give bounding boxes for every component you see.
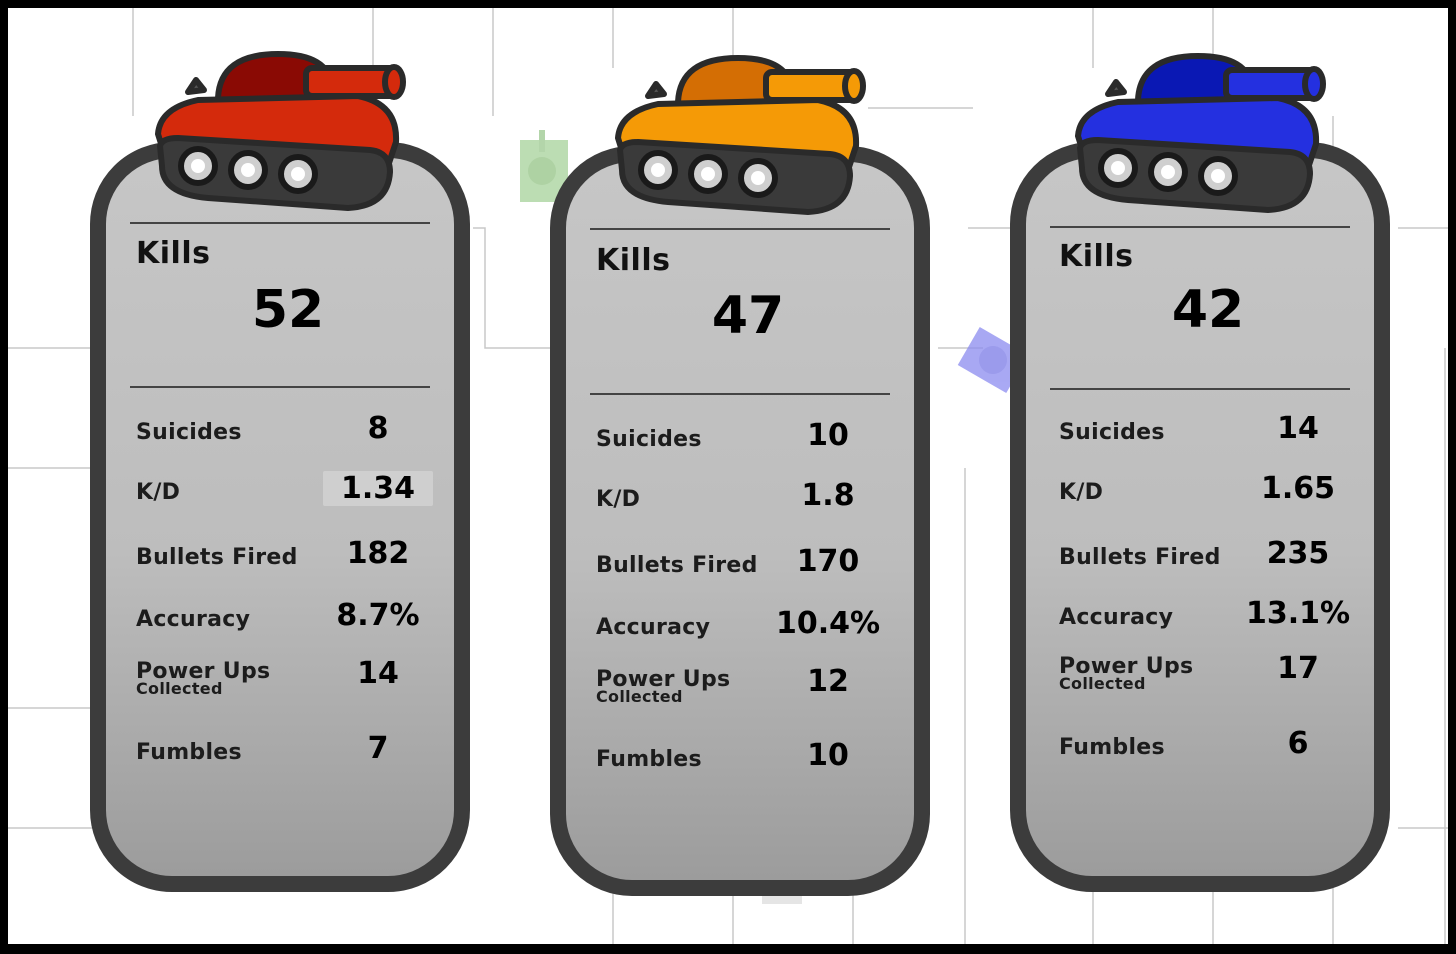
stat-label-text-accuracy-blue: Accuracy	[1059, 605, 1174, 630]
stat-value-suicides-orange: 10	[807, 418, 849, 453]
stat-label-kd-blue: K/D	[1059, 480, 1104, 505]
stat-label-text-bullets-fired-red: Bullets Fired	[136, 545, 298, 570]
stat-label-text-kd-red: K/D	[136, 480, 181, 505]
stat-label-power-ups-blue: Power Ups Collected	[1059, 654, 1194, 693]
tank-orange-graphic	[615, 55, 866, 215]
stat-value-fumbles-orange: 10	[807, 738, 849, 773]
stat-sublabel-power-ups-blue: Collected	[1059, 674, 1146, 693]
stat-value-fumbles-red: 7	[367, 731, 389, 766]
stat-value-power-ups-blue: 17	[1277, 651, 1319, 686]
divider-top-red	[130, 222, 430, 224]
stat-value-bullets-fired-blue: 235	[1266, 536, 1330, 571]
stat-value-power-ups-orange: 12	[807, 664, 849, 699]
stat-label-text-fumbles-blue: Fumbles	[1059, 735, 1165, 760]
tank-red-graphic	[155, 51, 406, 211]
stat-label-suicides-orange: Suicides	[596, 427, 702, 452]
stat-value-kd-orange: 1.8	[801, 478, 855, 513]
stat-value-kd-blue: 1.65	[1260, 471, 1336, 506]
stat-value-bullets-fired-orange: 170	[796, 544, 860, 579]
tank-orange-icon	[608, 50, 878, 234]
stat-value-suicides-red: 8	[367, 411, 389, 446]
stat-label-bullets-fired-blue: Bullets Fired	[1059, 545, 1221, 570]
stat-label-bullets-fired-red: Bullets Fired	[136, 545, 298, 570]
kills-value-blue: 42	[1171, 280, 1245, 340]
divider-top-orange	[590, 228, 890, 230]
kills-value-orange: 47	[711, 286, 785, 346]
divider-bottom-red	[130, 386, 430, 388]
divider-bottom-orange	[590, 393, 890, 395]
stat-label-kd-orange: K/D	[596, 487, 641, 512]
tank-red-icon	[148, 46, 418, 230]
kills-label-blue: Kills	[1059, 239, 1134, 274]
stat-label-text-suicides-red: Suicides	[136, 420, 242, 445]
stat-label-suicides-blue: Suicides	[1059, 420, 1165, 445]
stat-sublabel-power-ups-orange: Collected	[596, 687, 683, 706]
stat-label-text-power-ups-orange: Power Ups	[596, 667, 731, 692]
stat-value-kd-red: 1.34	[323, 471, 433, 506]
tank-blue-graphic	[1075, 53, 1326, 213]
stat-label-text-fumbles-red: Fumbles	[136, 740, 242, 765]
kills-value-red: 52	[251, 280, 325, 340]
divider-bottom-blue	[1050, 388, 1350, 390]
stat-label-kd-red: K/D	[136, 480, 181, 505]
stat-label-text-accuracy-orange: Accuracy	[596, 615, 711, 640]
stat-label-accuracy-blue: Accuracy	[1059, 605, 1174, 630]
stat-label-text-kd-orange: K/D	[596, 487, 641, 512]
stat-label-accuracy-orange: Accuracy	[596, 615, 711, 640]
stat-value-fumbles-blue: 6	[1287, 726, 1309, 761]
divider-top-blue	[1050, 226, 1350, 228]
player-card-orange	[550, 146, 930, 896]
stat-value-suicides-blue: 14	[1277, 411, 1319, 446]
stat-label-text-suicides-orange: Suicides	[596, 427, 702, 452]
stat-value-accuracy-red: 8.7%	[336, 598, 420, 633]
stat-label-fumbles-red: Fumbles	[136, 740, 242, 765]
stat-value-accuracy-orange: 10.4%	[775, 606, 881, 641]
stat-label-text-bullets-fired-orange: Bullets Fired	[596, 553, 758, 578]
stat-label-text-power-ups-blue: Power Ups	[1059, 654, 1194, 679]
stat-label-power-ups-orange: Power Ups Collected	[596, 667, 731, 706]
stat-label-power-ups-red: Power Ups Collected	[136, 659, 271, 698]
stat-label-text-accuracy-red: Accuracy	[136, 607, 251, 632]
stat-label-suicides-red: Suicides	[136, 420, 242, 445]
stat-label-text-fumbles-orange: Fumbles	[596, 747, 702, 772]
player-card-blue	[1010, 142, 1390, 892]
stat-label-text-bullets-fired-blue: Bullets Fired	[1059, 545, 1221, 570]
stat-label-text-kd-blue: K/D	[1059, 480, 1104, 505]
stat-value-bullets-fired-red: 182	[346, 536, 410, 571]
stat-label-fumbles-blue: Fumbles	[1059, 735, 1165, 760]
stat-label-text-power-ups-red: Power Ups	[136, 659, 271, 684]
stat-label-text-suicides-blue: Suicides	[1059, 420, 1165, 445]
stat-label-accuracy-red: Accuracy	[136, 607, 251, 632]
stat-value-power-ups-red: 14	[357, 656, 399, 691]
stat-label-fumbles-orange: Fumbles	[596, 747, 702, 772]
stat-sublabel-power-ups-red: Collected	[136, 679, 223, 698]
kills-label-red: Kills	[136, 236, 211, 271]
kills-label-orange: Kills	[596, 243, 671, 278]
stat-label-bullets-fired-orange: Bullets Fired	[596, 553, 758, 578]
stat-value-accuracy-blue: 13.1%	[1245, 596, 1351, 631]
tank-blue-icon	[1068, 48, 1338, 232]
